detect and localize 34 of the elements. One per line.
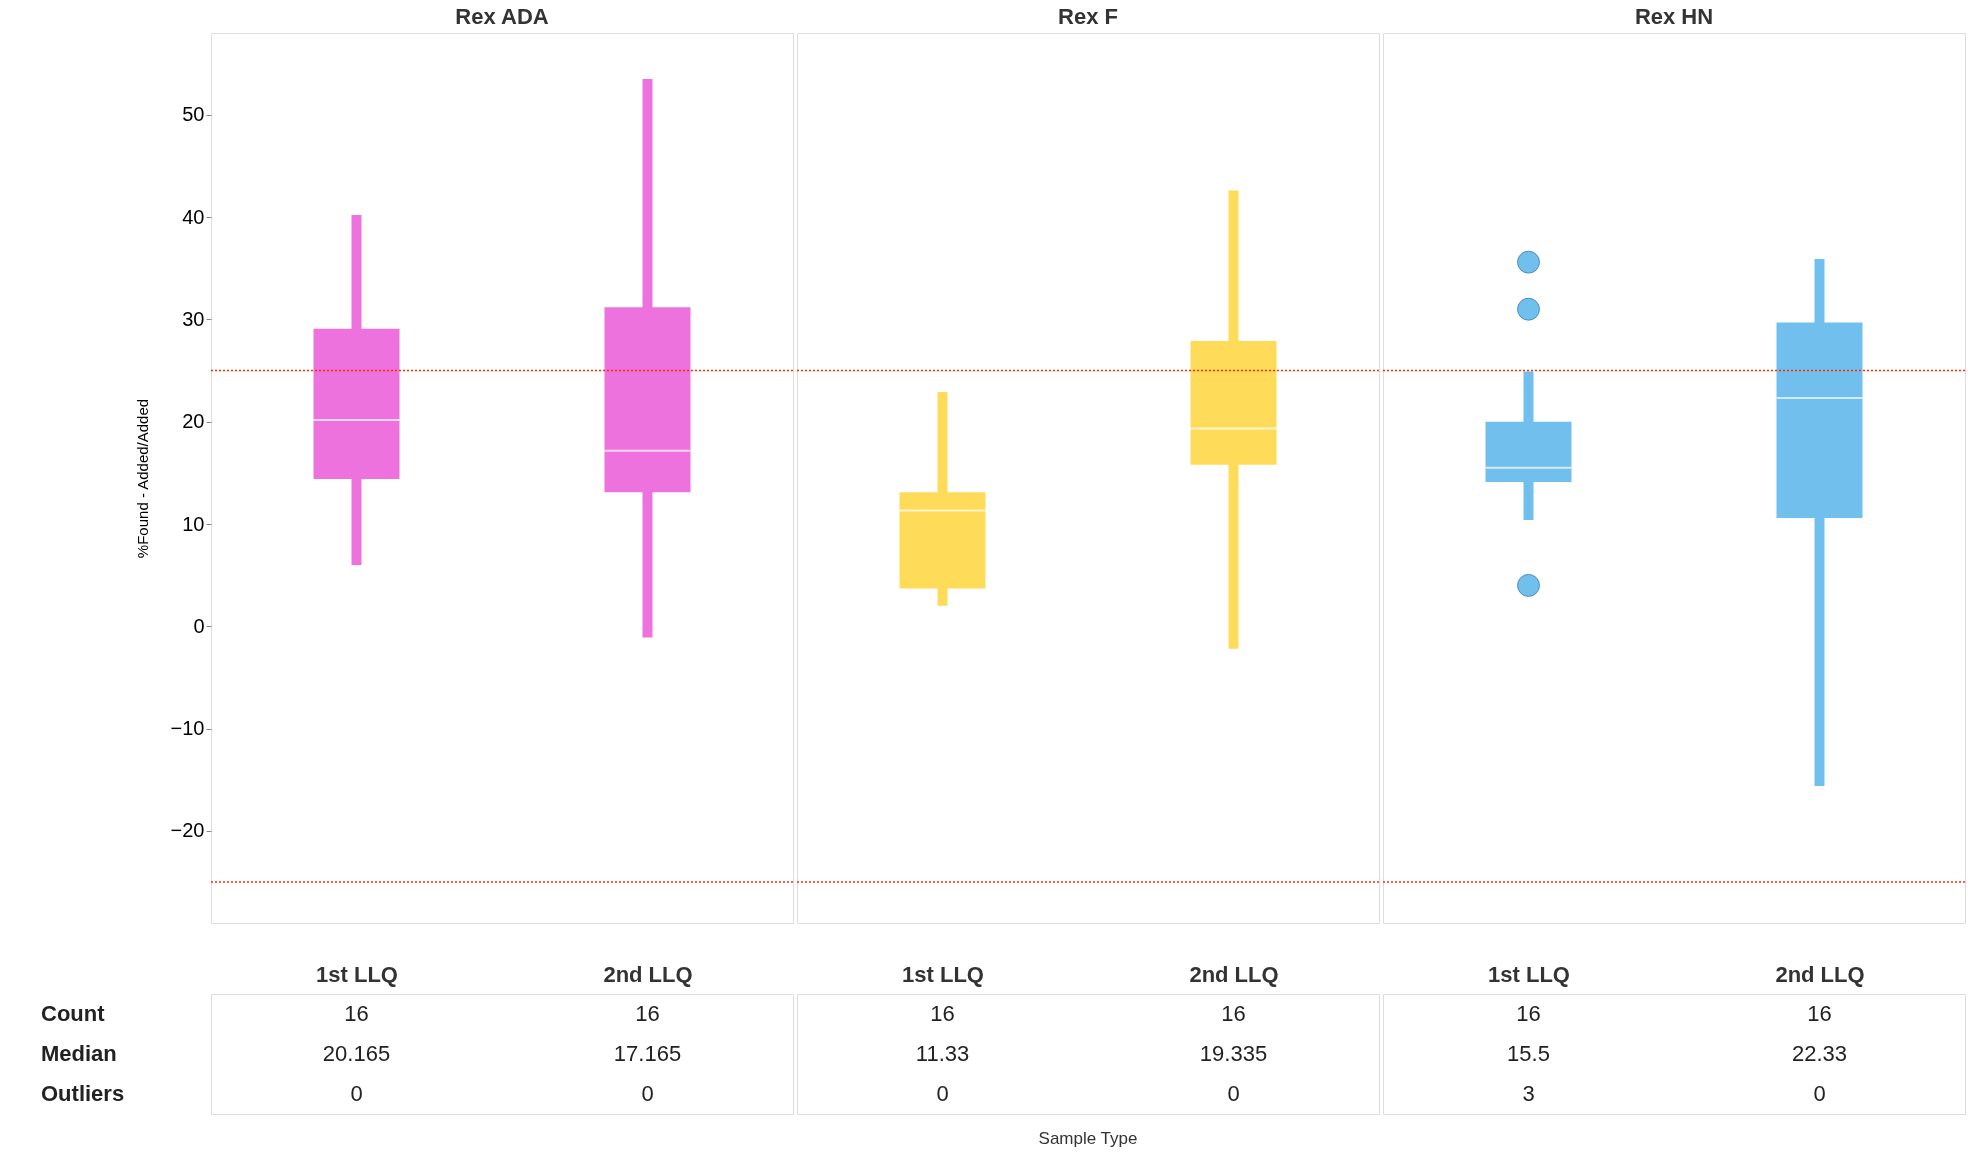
chart-title: Rex F — [1058, 4, 1118, 29]
text: Outliers — [41, 1081, 125, 1106]
text: 15.5 — [1507, 1041, 1550, 1066]
y-tick-label: 0 — [193, 614, 205, 637]
text: 22.33 — [1791, 1041, 1848, 1066]
text: Count — [41, 1001, 106, 1026]
y-tick-label: −10 — [170, 717, 205, 740]
y-tick-label: −20 — [170, 819, 205, 842]
text: 20.165 — [322, 1041, 391, 1066]
chart-title: Rex ADA — [455, 4, 549, 29]
x-axis-title: Sample Type — [1038, 1129, 1138, 1148]
text: 19.335 — [1199, 1041, 1268, 1066]
text: Median — [41, 1041, 117, 1066]
text: 3 — [1522, 1081, 1535, 1106]
y-tick-label: 20 — [182, 410, 205, 433]
text: 16 — [1807, 1001, 1832, 1026]
text: 0 — [350, 1081, 363, 1106]
text: 16 — [1221, 1001, 1246, 1026]
y-tick-label: 50 — [182, 103, 205, 126]
text: 16 — [344, 1001, 369, 1026]
text: 0 — [936, 1081, 949, 1106]
text: 0 — [1813, 1081, 1826, 1106]
text: 16 — [635, 1001, 660, 1026]
text: 0 — [1227, 1081, 1240, 1106]
text: 0 — [641, 1081, 654, 1106]
text: 11.33 — [915, 1041, 970, 1066]
y-tick-label: 30 — [182, 307, 205, 330]
y-tick-label: 40 — [182, 205, 205, 228]
y-axis-title: %Found - Added/Added — [133, 398, 151, 559]
text: 17.165 — [613, 1041, 682, 1066]
text: 16 — [1516, 1001, 1541, 1026]
text: 16 — [930, 1001, 955, 1026]
y-tick-label: 10 — [182, 512, 205, 535]
chart-title: Rex HN — [1634, 4, 1714, 29]
